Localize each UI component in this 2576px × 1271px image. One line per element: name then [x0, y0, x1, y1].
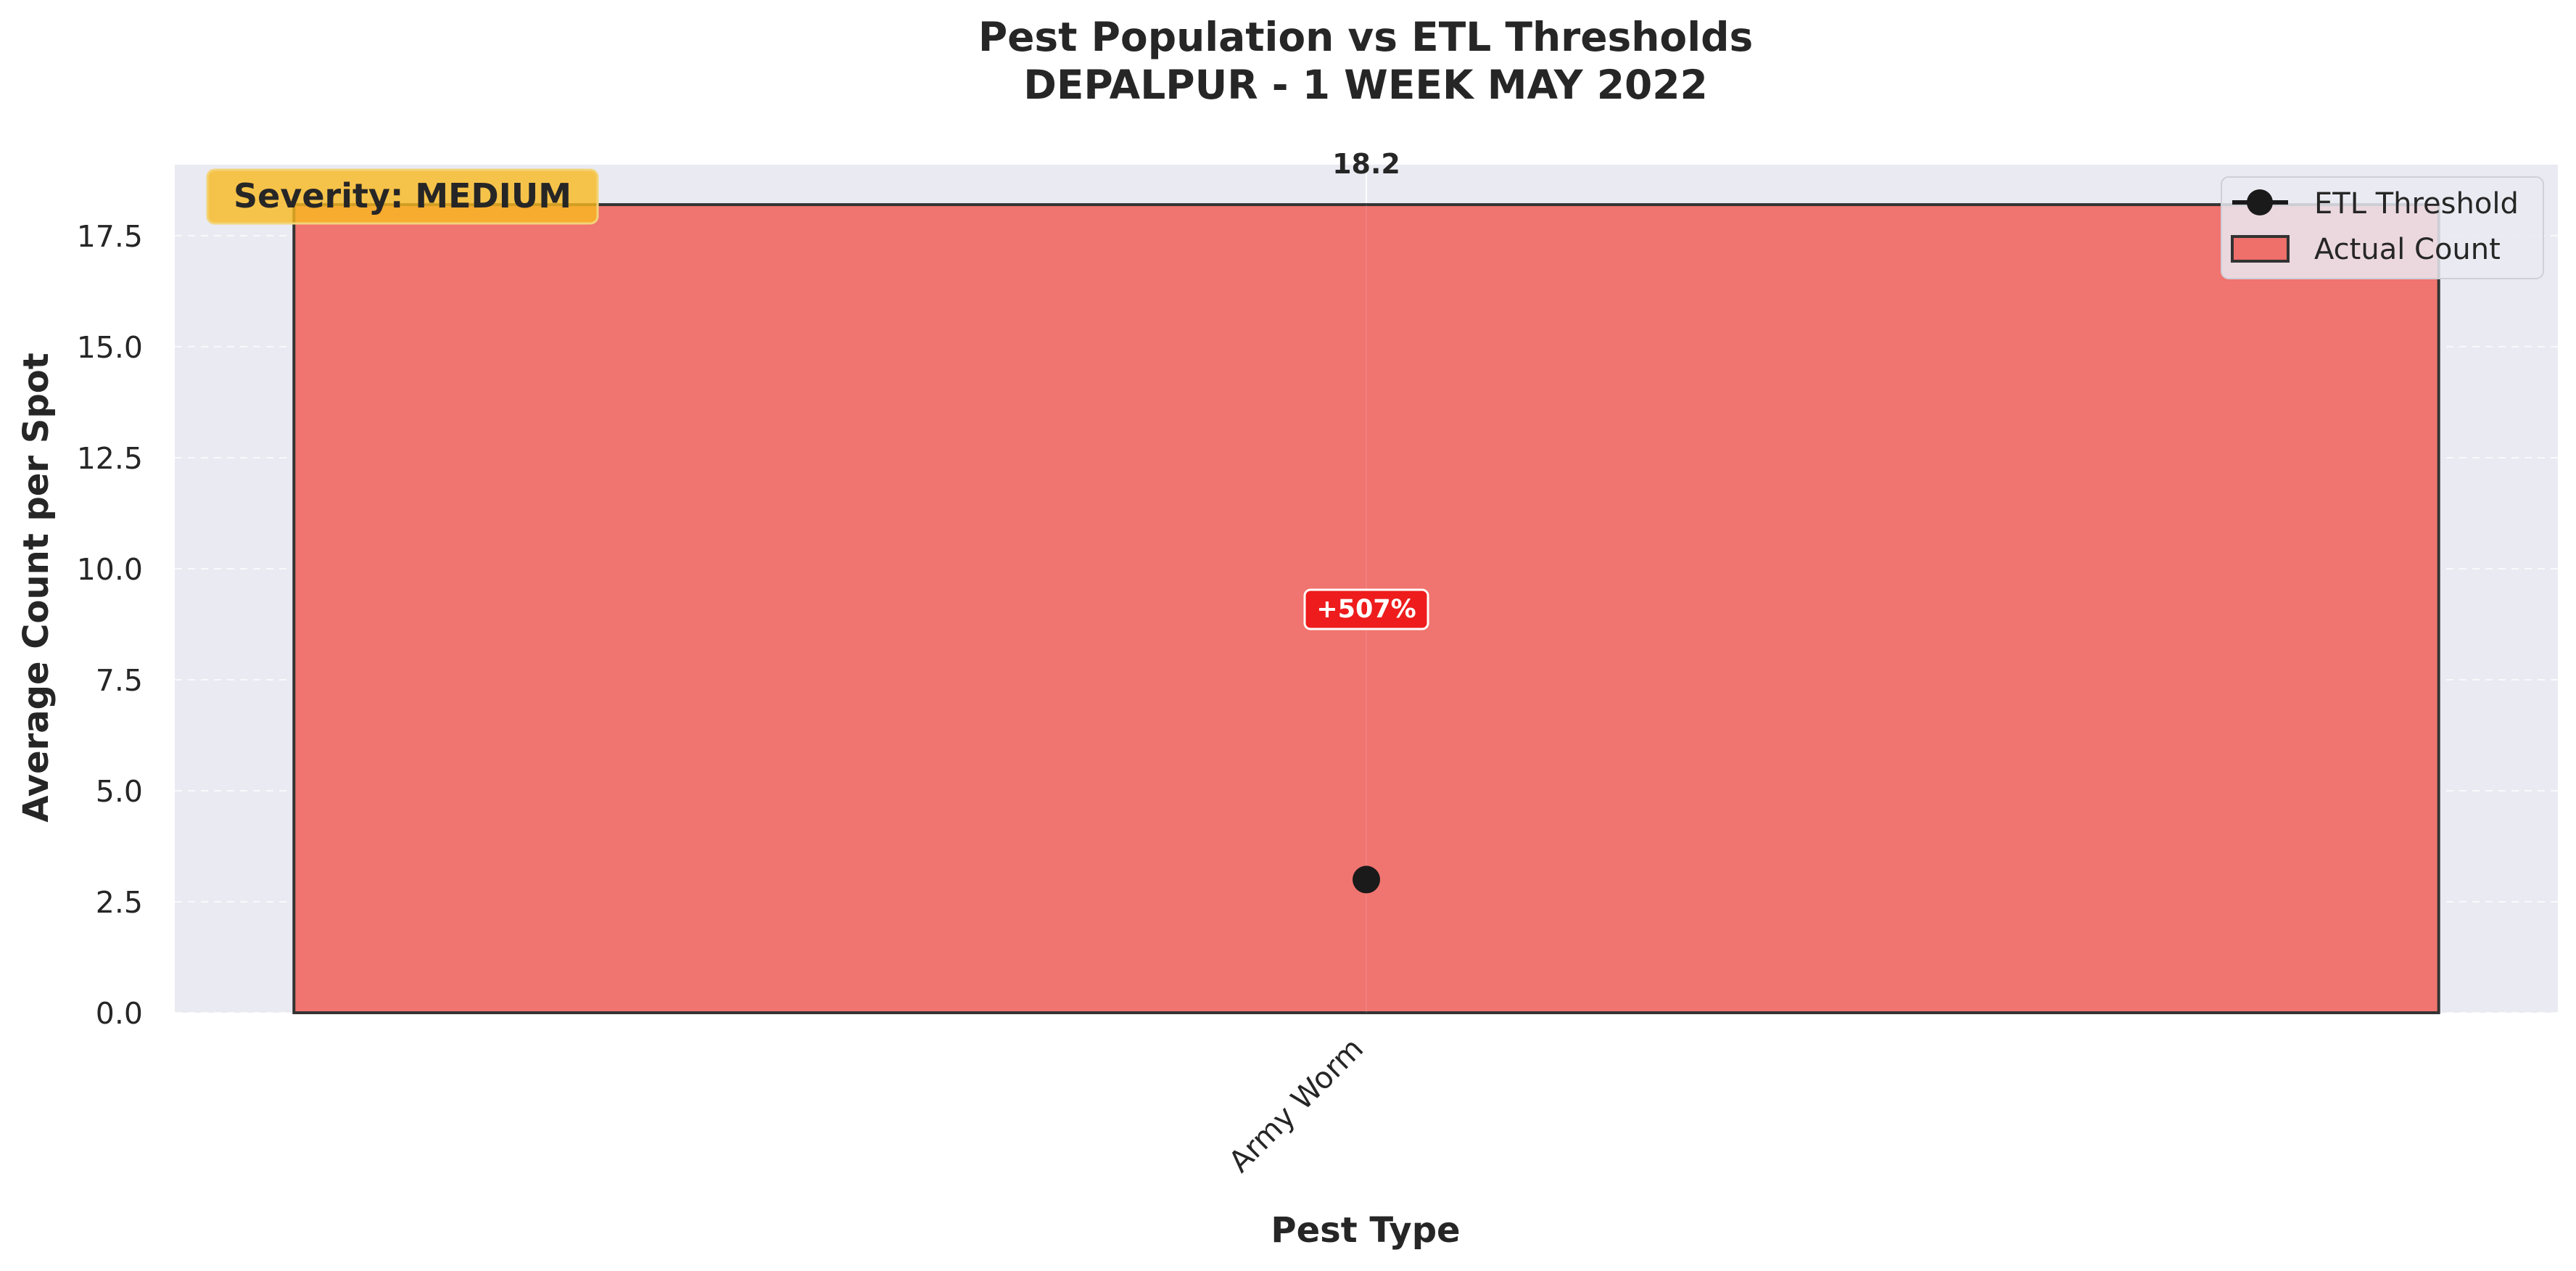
- y-axis-label: Average Count per Spot: [16, 353, 57, 822]
- legend-etl-label: ETL Threshold: [2314, 187, 2519, 221]
- legend-actual-label: Actual Count: [2314, 233, 2501, 266]
- y-tick-label: 2.5: [96, 885, 143, 920]
- chart-title: Pest Population vs ETL Thresholds: [978, 14, 1753, 60]
- severity-badge-label: Severity: MEDIUM: [234, 176, 571, 215]
- legend-item-etl: ETL Threshold: [2232, 187, 2519, 221]
- etl-threshold-marker: [1353, 865, 1380, 894]
- y-tick-label: 7.5: [96, 663, 143, 698]
- severity-badge: Severity: MEDIUM: [206, 168, 599, 225]
- exceedance-badge: [1303, 588, 1429, 630]
- y-tick-label: 12.5: [77, 441, 143, 476]
- y-tick-label: 5.0: [96, 774, 143, 809]
- chart-subtitle: DEPALPUR - 1 WEEK MAY 2022: [1023, 62, 1708, 108]
- y-tick-label: 15.0: [77, 330, 143, 365]
- legend-actual-swatch: [2231, 235, 2290, 263]
- x-tick-label: Army Worm: [1222, 1031, 1370, 1179]
- y-ticks: 0.0 2.5 5.0 7.5 10.0 12.5 15.0 17.5: [77, 219, 143, 1031]
- x-ticks: Army Worm: [1222, 1031, 1370, 1179]
- y-tick-label: 10.0: [77, 552, 143, 587]
- exceedance-label: +507%: [1316, 595, 1416, 624]
- legend-item-actual: Actual Count: [2231, 233, 2501, 266]
- legend-etl-marker: [2247, 189, 2273, 215]
- bar-value-label: 18.2: [1332, 148, 1400, 180]
- legend: ETL Threshold Actual Count: [2221, 176, 2544, 279]
- y-tick-label: 17.5: [77, 219, 143, 254]
- x-axis-label: Pest Type: [1271, 1210, 1460, 1251]
- severity-badge-box: [206, 168, 599, 225]
- legend-box: [2221, 176, 2544, 279]
- etl-markers: [1353, 865, 1380, 894]
- y-tick-label: 0.0: [96, 996, 143, 1031]
